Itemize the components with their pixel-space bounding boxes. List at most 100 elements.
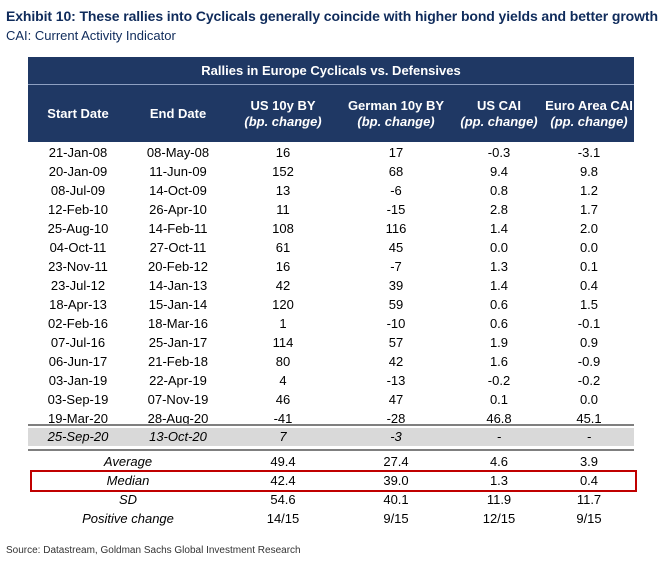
- table-cell: -0.2: [577, 373, 601, 388]
- table-cell: 47: [388, 392, 404, 407]
- table-row: 02-Feb-16 18-Mar-16 1 -10 0.6 -0.1: [28, 314, 634, 333]
- median-highlight-box: [30, 470, 637, 492]
- table-cell: 08-Jul-09: [50, 183, 106, 198]
- table-cell: 1.7: [579, 202, 599, 217]
- table-cell: -10: [386, 316, 406, 331]
- column-headers: Start Date End Date US 10y BY (bp. change…: [28, 85, 634, 142]
- stat-row-average: Average 49.4 27.4 4.6 3.9: [28, 452, 634, 471]
- stat-row-sd: SD 54.6 40.1 11.9 11.7: [28, 490, 634, 509]
- table-cell: -28: [386, 411, 406, 426]
- table-cell: 18-Mar-16: [148, 316, 208, 331]
- table-cell: 04-Oct-11: [49, 240, 107, 255]
- table-cell: 1.6: [489, 354, 509, 369]
- table-cell: 0.0: [579, 240, 599, 255]
- table-cell: 18-Apr-13: [49, 297, 107, 312]
- table-cell: 11-Jun-09: [149, 164, 207, 179]
- table-cell: 16: [275, 259, 291, 274]
- table-cell: 0.4: [579, 473, 599, 488]
- table-cell: 1.4: [489, 221, 509, 236]
- table-cell: 02-Feb-16: [48, 316, 108, 331]
- table-cell: 21-Jan-08: [48, 145, 108, 160]
- table-cell: 11: [276, 202, 290, 217]
- table-cell: 14/15: [266, 511, 300, 526]
- table-cell: 26-Apr-10: [149, 202, 207, 217]
- table-row: 19-Mar-20 28-Aug-20 -41 -28 46.8 45.1: [28, 409, 634, 428]
- table-cell: 03-Sep-19: [47, 392, 109, 407]
- table-cell: 1.3: [489, 259, 509, 274]
- table-body: 21-Jan-08 08-May-08 16 17 -0.3 -3.1 20-Jan-09 1…: [28, 143, 634, 428]
- table-cell: 13: [275, 183, 291, 198]
- table-cell: 54.6: [270, 492, 296, 507]
- table-cell: 59: [388, 297, 404, 312]
- table-cell: 03-Jan-19: [48, 373, 108, 388]
- table-cell: -0.9: [577, 354, 601, 369]
- table-cell: 23-Nov-11: [48, 259, 108, 274]
- recent-row: 25-Sep-20 13-Oct-20 7 -3 - -: [28, 428, 634, 446]
- table-cell: -7: [390, 259, 402, 274]
- table-cell: 1.4: [489, 278, 509, 293]
- table-cell: 27-Oct-11: [149, 240, 207, 255]
- table-cell: -0.2: [487, 373, 511, 388]
- table-cell: 22-Apr-19: [149, 373, 207, 388]
- stat-label: Median: [106, 473, 150, 488]
- table-cell: -13: [386, 373, 406, 388]
- exhibit-title: Exhibit 10: These rallies into Cyclicals…: [6, 8, 658, 24]
- table-row: 06-Jun-17 21-Feb-18 80 42 1.6 -0.9: [28, 352, 634, 371]
- table-cell: 2.0: [579, 221, 599, 236]
- table-cell: 9.8: [579, 164, 599, 179]
- table-cell: 06-Jun-17: [48, 354, 108, 369]
- table-cell: 0.4: [579, 278, 599, 293]
- table-cell: 45: [388, 240, 404, 255]
- table-cell: 42: [388, 354, 404, 369]
- col-start-date: Start Date: [47, 105, 109, 121]
- table-row: 07-Jul-16 25-Jan-17 114 57 1.9 0.9: [28, 333, 634, 352]
- table-cell: 0.0: [579, 392, 599, 407]
- table-cell: 61: [275, 240, 291, 255]
- table-cell: 15-Jan-14: [148, 297, 208, 312]
- table-cell: 07-Jul-16: [50, 335, 106, 350]
- table-row: 25-Aug-10 14-Feb-11 108 116 1.4 2.0: [28, 219, 634, 238]
- table-cell: 12/15: [482, 511, 516, 526]
- table-cell: 108: [272, 221, 294, 236]
- table-cell: 80: [275, 354, 291, 369]
- table-cell: 25-Jan-17: [148, 335, 208, 350]
- stat-label: SD: [118, 492, 138, 507]
- divider: [28, 424, 634, 426]
- table-cell: 9/15: [576, 511, 602, 526]
- table-cell: 1.3: [489, 473, 509, 488]
- table-cell: 20-Jan-09: [48, 164, 108, 179]
- table-cell: 13-Oct-20: [149, 429, 207, 444]
- table-cell: 07-Nov-19: [147, 392, 209, 407]
- table-cell: 40.1: [383, 492, 409, 507]
- stat-row-median: Median 42.4 39.0 1.3 0.4: [28, 471, 634, 490]
- table-cell: 120: [272, 297, 294, 312]
- table-cell: -: [496, 429, 502, 444]
- table-row: 18-Apr-13 15-Jan-14 120 59 0.6 1.5: [28, 295, 634, 314]
- stat-label: Positive change: [82, 511, 174, 526]
- table-cell: -0.1: [577, 316, 601, 331]
- table-row: 23-Nov-11 20-Feb-12 16 -7 1.3 0.1: [28, 257, 634, 276]
- table-cell: 0.1: [489, 392, 509, 407]
- table-row: 20-Jan-09 11-Jun-09 152 68 9.4 9.8: [28, 162, 634, 181]
- table-cell: 0.6: [489, 297, 509, 312]
- table-cell: 14-Jan-13: [148, 278, 208, 293]
- table-cell: 57: [388, 335, 404, 350]
- table-cell: 3.9: [579, 454, 599, 469]
- table-cell: 1.2: [579, 183, 599, 198]
- table-cell: 11.7: [576, 492, 602, 507]
- table-cell: 25-Sep-20: [47, 429, 109, 444]
- table-cell: 08-May-08: [146, 145, 210, 160]
- table-cell: 42.4: [270, 473, 296, 488]
- col-end-date: End Date: [149, 105, 207, 121]
- table-cell: 20-Feb-12: [148, 259, 208, 274]
- table-cell: 0.9: [579, 335, 599, 350]
- table-cell: 45.1: [576, 411, 602, 426]
- table-row: 04-Oct-11 27-Oct-11 61 45 0.0 0.0: [28, 238, 634, 257]
- table-cell: 9/15: [383, 511, 409, 526]
- table-cell: 0.1: [579, 259, 599, 274]
- table-cell: 39: [388, 278, 404, 293]
- col-us-10y: US 10y BY (bp. change): [244, 97, 322, 129]
- table-cell: 0.8: [489, 183, 509, 198]
- col-us-cai: US CAI (pp. change): [460, 97, 538, 129]
- table-cell: 116: [385, 221, 407, 236]
